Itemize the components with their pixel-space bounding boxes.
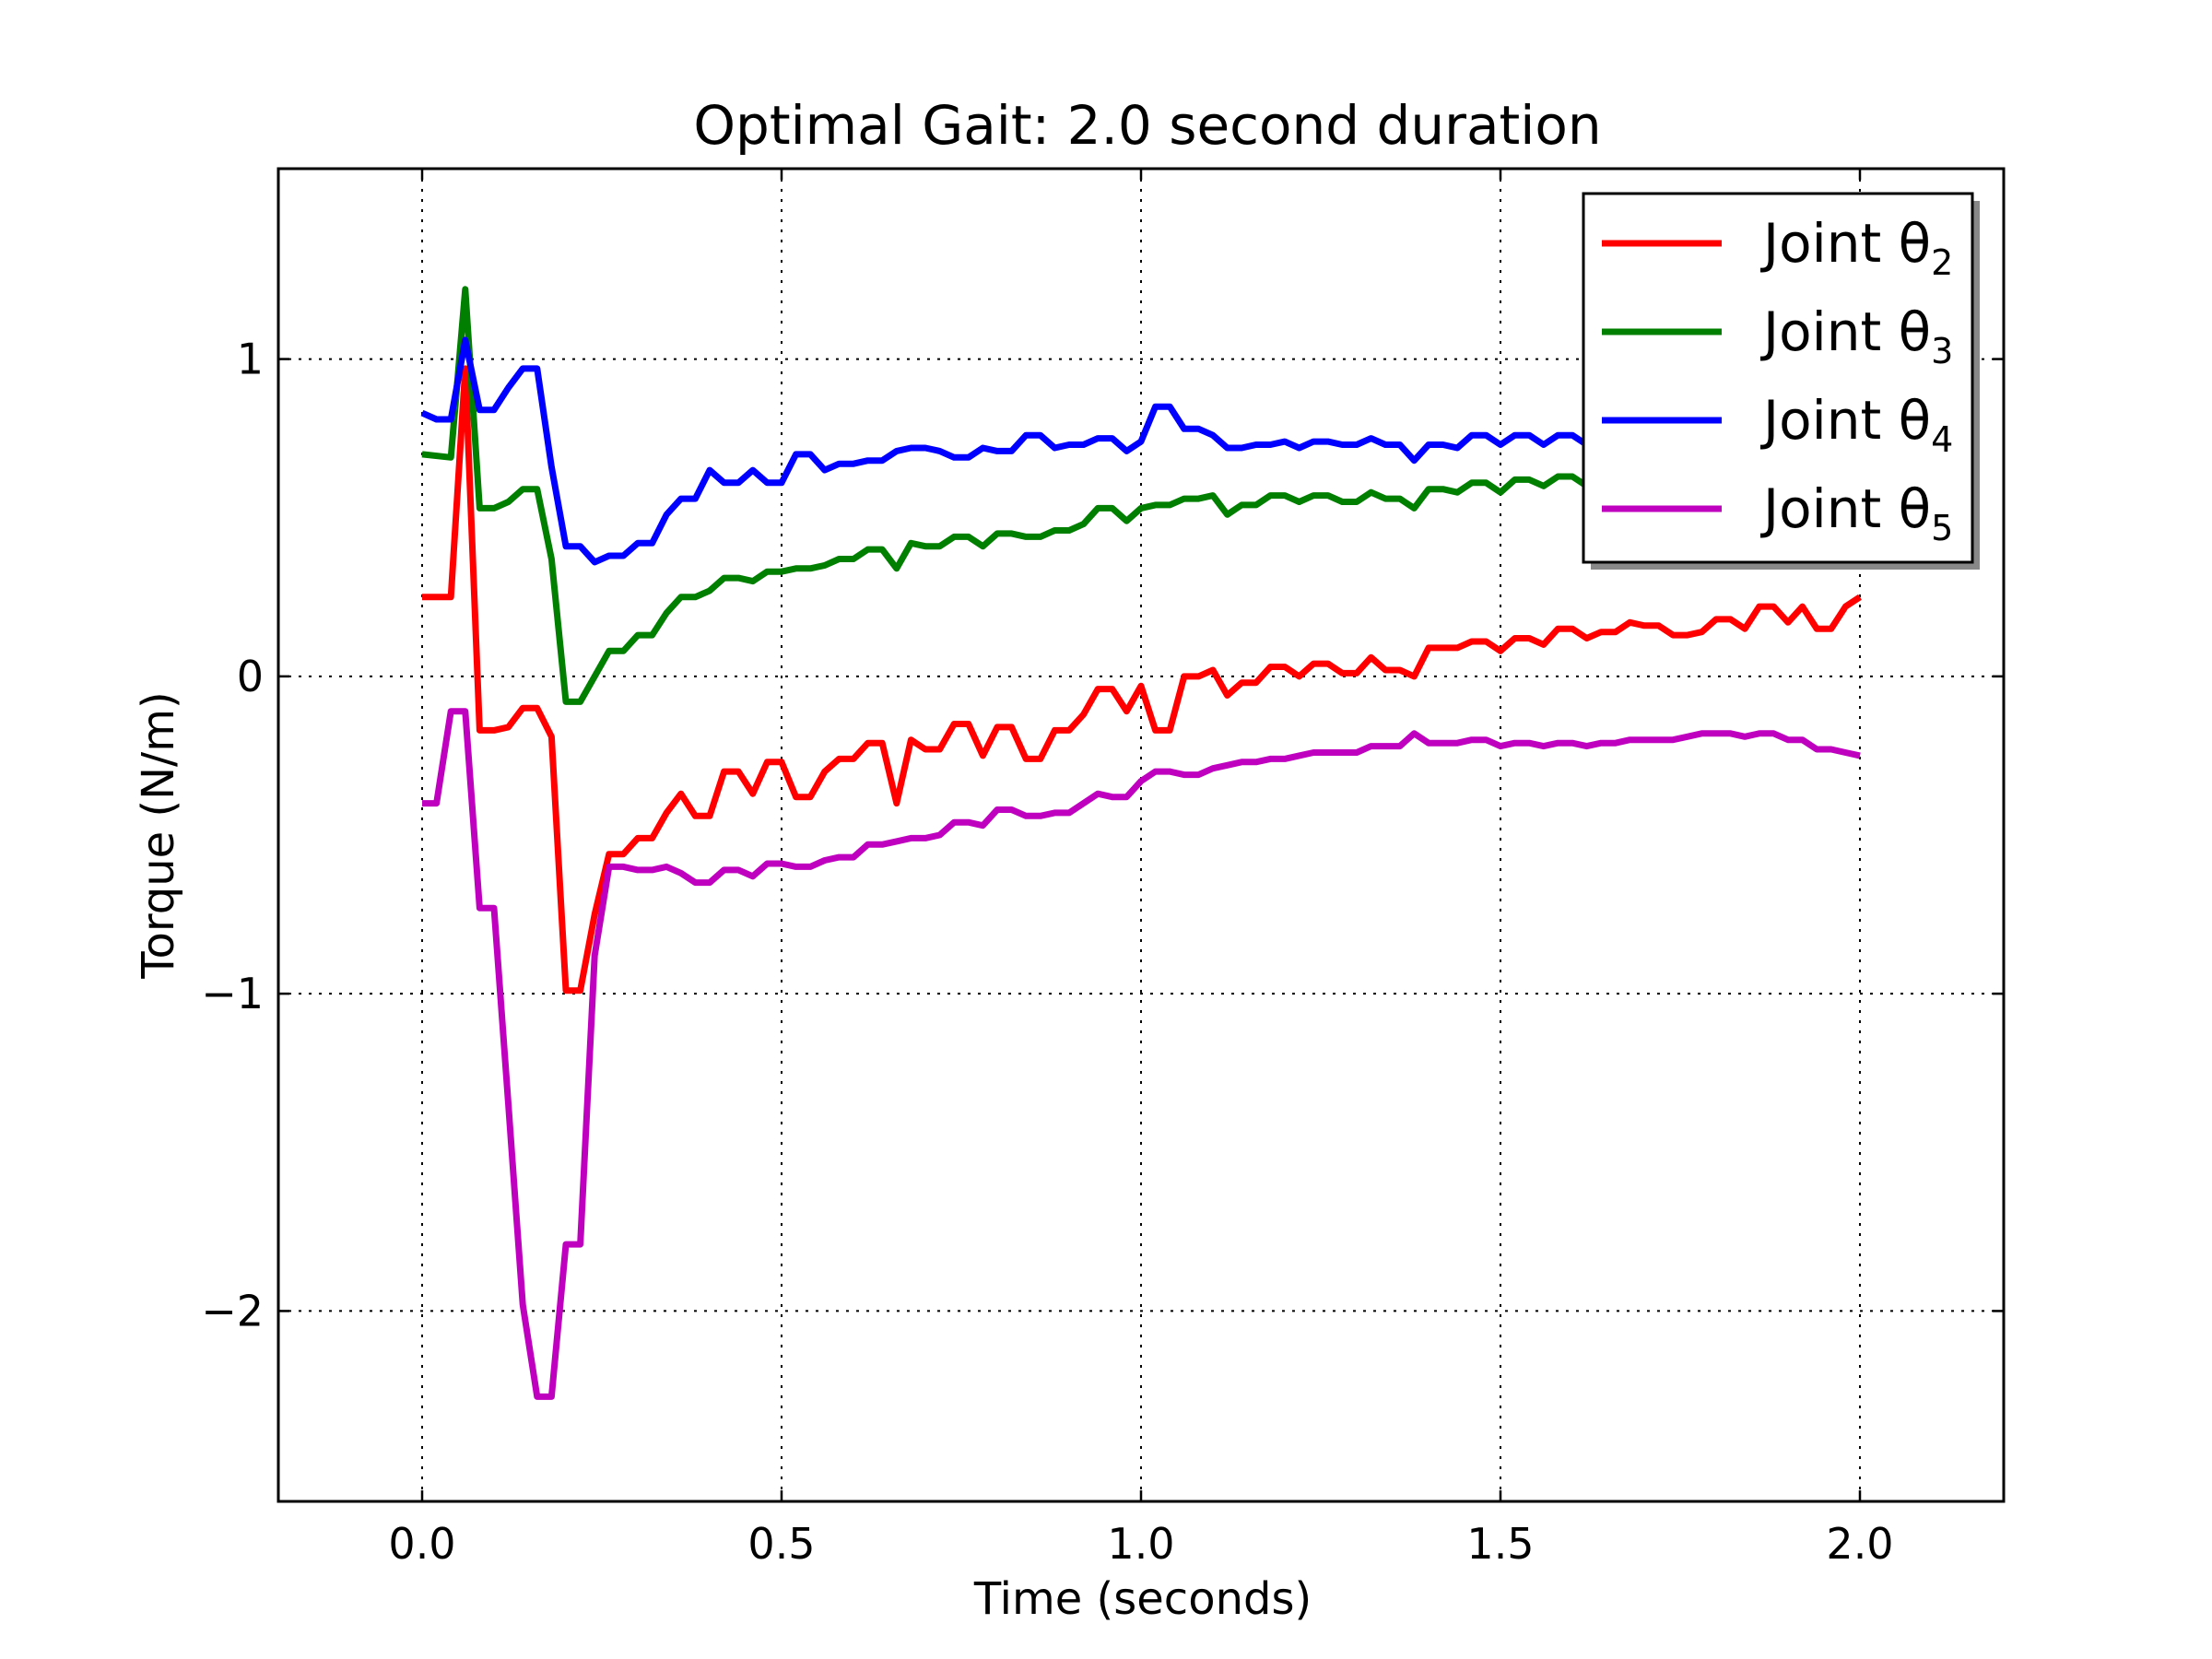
- x-tick-label: 0.5: [747, 1519, 815, 1569]
- legend-label-theta4: Joint θ4: [1760, 389, 1953, 460]
- series-line-theta4: [420, 336, 1589, 566]
- x-tick-label: 2.0: [1826, 1519, 1893, 1569]
- y-axis-label: Torque (N/m): [133, 691, 184, 979]
- legend-label-theta2: Joint θ2: [1760, 212, 1953, 283]
- legend-box: [1582, 192, 1974, 564]
- series-line-theta2: [422, 365, 1862, 994]
- x-axis-label: Time (seconds): [973, 1573, 1312, 1625]
- y-tick-label: 1: [237, 335, 264, 384]
- legend-label-theta5: Joint θ5: [1760, 477, 1953, 548]
- grid: [278, 169, 2004, 1501]
- legend-label-text: Joint θ: [1760, 300, 1931, 363]
- legend-label-text: Joint θ: [1760, 389, 1931, 452]
- x-tick-label: 1.5: [1466, 1519, 1534, 1569]
- legend-label-subscript: 2: [1931, 242, 1953, 283]
- y-tick-label: −1: [201, 969, 264, 1018]
- series-line-theta5: [422, 708, 1861, 1400]
- legend-label-text: Joint θ: [1760, 212, 1931, 275]
- y-tick-label: −2: [201, 1286, 264, 1335]
- legend-label-subscript: 3: [1931, 331, 1953, 371]
- legend-label-subscript: 5: [1931, 508, 1953, 548]
- series-lines: [420, 286, 1862, 1400]
- x-tick-label: 0.0: [388, 1519, 455, 1569]
- series-line-theta3: [421, 286, 1589, 705]
- axis-ticks: 0.0 0.5 1.0 1.5 2.0 1 0 −1 −2: [201, 169, 2004, 1569]
- x-tick-label: 1.0: [1107, 1519, 1174, 1569]
- chart-title: Optimal Gait: 2.0 second duration: [693, 94, 1601, 157]
- y-tick-label: 0: [237, 652, 264, 701]
- legend-label-text: Joint θ: [1760, 477, 1931, 540]
- legend-label-subscript: 4: [1931, 419, 1953, 460]
- legend-label-theta3: Joint θ3: [1760, 300, 1953, 371]
